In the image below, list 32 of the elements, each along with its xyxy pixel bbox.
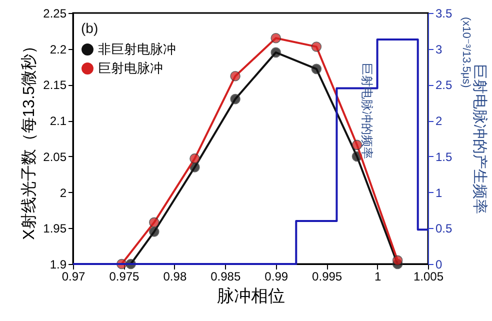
y2-tick-label: 3.5: [436, 6, 453, 20]
y-tick-label: 2: [60, 186, 67, 200]
x-tick-label: 1.005: [413, 270, 444, 284]
x-tick-label: 1: [374, 270, 382, 284]
y-tick-label: 2.15: [43, 78, 67, 92]
y2-tick-label: 2: [436, 114, 442, 128]
x-tick-label: 0.985: [210, 270, 241, 284]
annotation: (b): [81, 20, 98, 36]
y-tick-label: 2.2: [50, 42, 67, 56]
y2-tick-label: 1.5: [436, 150, 453, 164]
annotation: 巨射电脉冲的频率: [360, 63, 374, 160]
y-tick-label: 1.95: [43, 222, 67, 236]
x-tick-label: 0.99: [264, 270, 288, 284]
x-axis-title: 脉冲相位: [217, 286, 285, 306]
y2-tick-label: 0: [436, 258, 442, 272]
x-tick-label: 0.98: [163, 270, 187, 284]
y2-axis-title: 巨射电脉冲的产生频率: [471, 64, 488, 214]
y-axis-title: X射线光子数（每13.5微秒）: [20, 38, 38, 240]
y-tick-label: 1.9: [50, 258, 67, 272]
y-tick-label: 2.1: [50, 114, 67, 128]
y-tick-label: 2.05: [43, 150, 67, 164]
x-tick-label: 0.995: [312, 270, 342, 284]
y2-tick-label: 3: [436, 42, 442, 56]
x-tick-label: 0.975: [109, 270, 140, 284]
y2-tick-label: 2.5: [436, 78, 453, 92]
y-tick-label: 2.25: [43, 6, 67, 20]
y2-tick-label: 0.5: [436, 222, 453, 236]
text: (x10⁻³/13.5μs): [460, 17, 472, 88]
y2-tick-label: 1: [436, 186, 442, 200]
legend-label: 巨射电脉冲: [98, 60, 163, 76]
x-tick-label: 0.97: [62, 270, 86, 284]
legend-label: 非巨射电脉冲: [98, 42, 176, 56]
